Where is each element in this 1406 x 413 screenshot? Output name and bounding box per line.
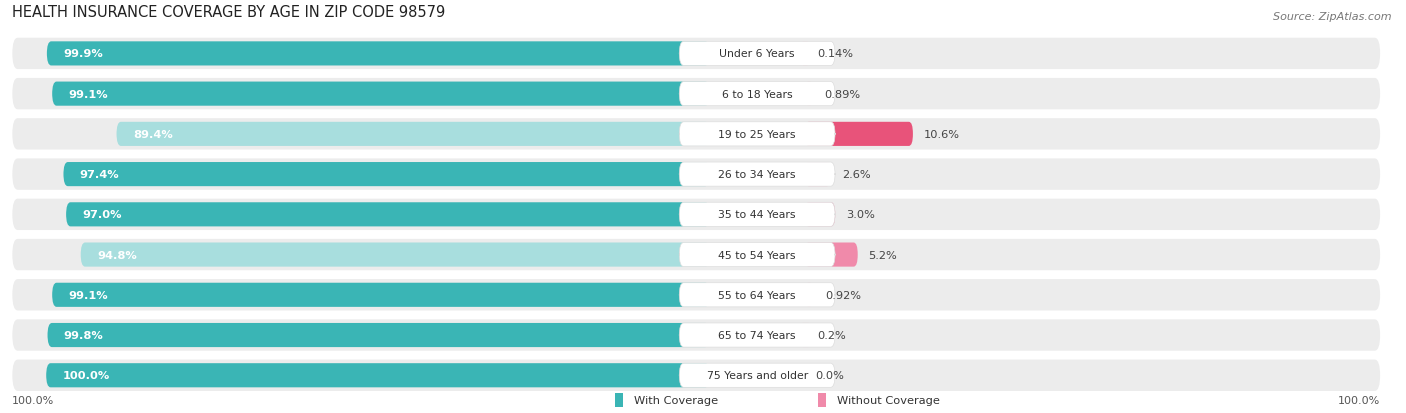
- Text: 55 to 64 Years: 55 to 64 Years: [718, 290, 796, 300]
- FancyBboxPatch shape: [679, 163, 835, 187]
- FancyBboxPatch shape: [804, 123, 912, 147]
- Text: 89.4%: 89.4%: [132, 130, 173, 140]
- FancyBboxPatch shape: [66, 203, 710, 227]
- Text: 0.14%: 0.14%: [817, 49, 853, 59]
- Text: 94.8%: 94.8%: [97, 250, 136, 260]
- FancyBboxPatch shape: [679, 323, 835, 347]
- Text: 100.0%: 100.0%: [62, 370, 110, 380]
- FancyBboxPatch shape: [818, 393, 825, 408]
- Text: 75 Years and older: 75 Years and older: [707, 370, 808, 380]
- Text: 6 to 18 Years: 6 to 18 Years: [721, 90, 793, 100]
- FancyBboxPatch shape: [80, 243, 710, 267]
- Text: 99.1%: 99.1%: [69, 290, 108, 300]
- FancyBboxPatch shape: [13, 280, 1381, 311]
- Text: 0.0%: 0.0%: [815, 370, 844, 380]
- FancyBboxPatch shape: [679, 283, 835, 307]
- FancyBboxPatch shape: [13, 239, 1381, 271]
- FancyBboxPatch shape: [803, 323, 808, 347]
- FancyBboxPatch shape: [13, 119, 1381, 150]
- Text: 3.0%: 3.0%: [846, 210, 875, 220]
- Text: 26 to 34 Years: 26 to 34 Years: [718, 170, 796, 180]
- Text: 97.0%: 97.0%: [83, 210, 122, 220]
- Text: 10.6%: 10.6%: [924, 130, 960, 140]
- FancyBboxPatch shape: [804, 82, 814, 107]
- FancyBboxPatch shape: [13, 159, 1381, 190]
- Text: 0.92%: 0.92%: [825, 290, 860, 300]
- Text: 100.0%: 100.0%: [1339, 395, 1381, 405]
- FancyBboxPatch shape: [52, 82, 710, 107]
- FancyBboxPatch shape: [804, 283, 814, 307]
- FancyBboxPatch shape: [46, 42, 710, 66]
- Text: 19 to 25 Years: 19 to 25 Years: [718, 130, 796, 140]
- FancyBboxPatch shape: [804, 243, 858, 267]
- Text: 65 to 74 Years: 65 to 74 Years: [718, 330, 796, 340]
- FancyBboxPatch shape: [13, 79, 1381, 110]
- Text: HEALTH INSURANCE COVERAGE BY AGE IN ZIP CODE 98579: HEALTH INSURANCE COVERAGE BY AGE IN ZIP …: [13, 5, 446, 20]
- FancyBboxPatch shape: [679, 123, 835, 147]
- Text: 99.9%: 99.9%: [63, 49, 103, 59]
- FancyBboxPatch shape: [679, 363, 835, 387]
- FancyBboxPatch shape: [679, 203, 835, 227]
- Text: 0.89%: 0.89%: [824, 90, 860, 100]
- Text: Under 6 Years: Under 6 Years: [720, 49, 794, 59]
- FancyBboxPatch shape: [614, 393, 623, 408]
- Text: 45 to 54 Years: 45 to 54 Years: [718, 250, 796, 260]
- FancyBboxPatch shape: [52, 283, 710, 307]
- Text: 5.2%: 5.2%: [869, 250, 897, 260]
- Text: 35 to 44 Years: 35 to 44 Years: [718, 210, 796, 220]
- FancyBboxPatch shape: [13, 360, 1381, 391]
- FancyBboxPatch shape: [117, 123, 710, 147]
- FancyBboxPatch shape: [63, 163, 710, 187]
- Text: 99.1%: 99.1%: [69, 90, 108, 100]
- Text: 2.6%: 2.6%: [842, 170, 870, 180]
- FancyBboxPatch shape: [46, 363, 710, 387]
- FancyBboxPatch shape: [13, 39, 1381, 70]
- FancyBboxPatch shape: [13, 320, 1381, 351]
- Text: With Coverage: With Coverage: [634, 395, 717, 405]
- FancyBboxPatch shape: [48, 323, 710, 347]
- FancyBboxPatch shape: [13, 199, 1381, 230]
- Text: Source: ZipAtlas.com: Source: ZipAtlas.com: [1274, 12, 1392, 22]
- FancyBboxPatch shape: [679, 82, 835, 107]
- FancyBboxPatch shape: [801, 42, 808, 66]
- FancyBboxPatch shape: [679, 243, 835, 267]
- Text: 100.0%: 100.0%: [13, 395, 55, 405]
- FancyBboxPatch shape: [804, 163, 831, 187]
- FancyBboxPatch shape: [804, 203, 835, 227]
- FancyBboxPatch shape: [679, 42, 835, 66]
- Text: 97.4%: 97.4%: [80, 170, 120, 180]
- Text: 0.2%: 0.2%: [817, 330, 846, 340]
- Text: Without Coverage: Without Coverage: [837, 395, 939, 405]
- Text: 99.8%: 99.8%: [63, 330, 104, 340]
